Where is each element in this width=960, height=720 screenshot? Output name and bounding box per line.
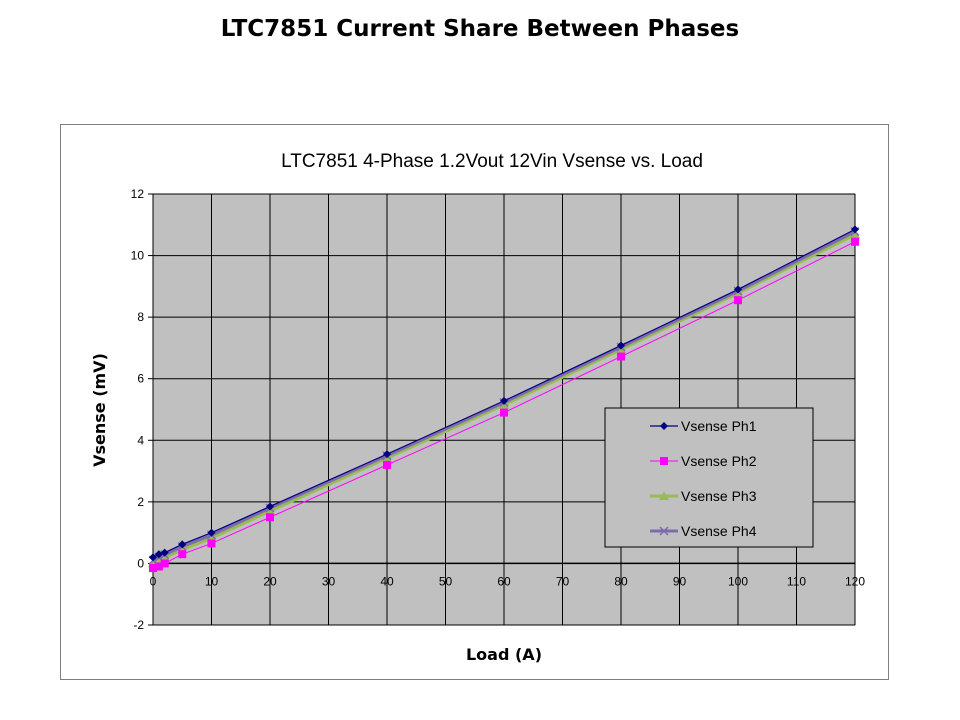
legend-item: Vsense Ph2	[650, 453, 757, 469]
x-tick-label: 60	[497, 574, 511, 588]
y-axis-label: Vsense (mV)	[90, 353, 109, 467]
legend-item: Vsense Ph3	[650, 488, 757, 504]
x-tick-label: 0	[150, 574, 157, 588]
y-tick-label: 12	[131, 187, 145, 201]
x-tick-label: 30	[322, 574, 336, 588]
x-tick-label: 20	[263, 574, 277, 588]
legend-label: Vsense Ph4	[681, 523, 757, 539]
legend-item: Vsense Ph4	[650, 523, 757, 539]
y-tick-label: -2	[133, 618, 144, 632]
y-tick-label: 4	[137, 433, 144, 447]
x-tick-label: 120	[845, 574, 865, 588]
data-series	[148, 225, 860, 573]
gridlines	[152, 193, 856, 626]
y-tick-label: 6	[137, 372, 144, 386]
y-tick-label: 0	[137, 556, 144, 570]
series-vsense-ph2	[149, 237, 859, 573]
x-axis-label: Load (A)	[466, 645, 542, 664]
slide-title: LTC7851 Current Share Between Phases	[220, 16, 740, 42]
x-tick-label: 10	[205, 574, 219, 588]
x-tick-label: 100	[728, 574, 748, 588]
legend-label: Vsense Ph3	[681, 488, 757, 504]
y-tick-label: 8	[137, 310, 144, 324]
x-tick-label: 50	[439, 574, 453, 588]
legend-label: Vsense Ph2	[681, 453, 757, 469]
x-tick-label: 70	[556, 574, 570, 588]
legend-label: Vsense Ph1	[681, 418, 757, 434]
chart-title: LTC7851 4-Phase 1.2Vout 12Vin Vsense vs.…	[281, 151, 703, 172]
legend-item: Vsense Ph1	[650, 418, 757, 434]
x-tick-label: 110	[787, 574, 806, 588]
series-vsense-ph1	[149, 225, 859, 562]
x-tick-label: 40	[380, 574, 394, 588]
y-tick-label: 2	[137, 495, 144, 509]
x-tick-label: 80	[614, 574, 628, 588]
x-tick-label: 90	[673, 574, 687, 588]
y-tick-label: 10	[131, 249, 145, 263]
legend: Vsense Ph1 Vsense Ph2 Vsense Ph3 Vsense Ph4	[604, 407, 814, 548]
